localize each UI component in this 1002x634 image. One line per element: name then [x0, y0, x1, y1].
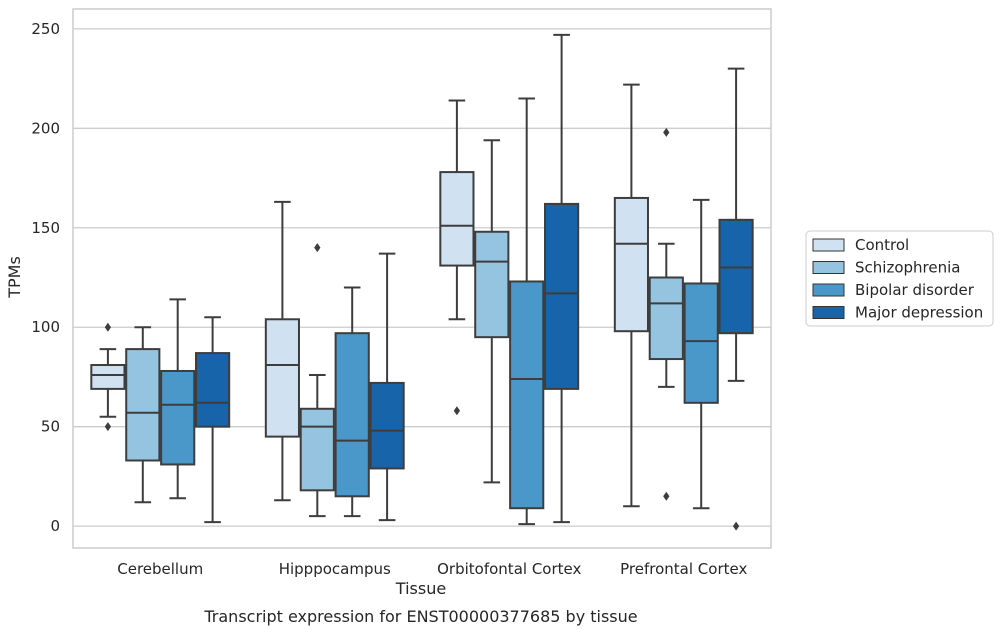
legend: Control Schizophrenia Bipolar disorder Majo… — [805, 230, 994, 327]
legend-label: Major depression — [855, 304, 983, 322]
box-control — [613, 83, 649, 508]
box-iqr — [718, 218, 754, 335]
outlier-point — [732, 521, 740, 531]
x-tick-label: Prefrontal Cortex — [620, 560, 747, 578]
box-iqr — [299, 407, 335, 492]
y-tick-label: 100 — [31, 318, 60, 336]
box-iqr — [369, 381, 405, 470]
chart-caption: Transcript expression for ENST0000037768… — [203, 607, 637, 626]
outlier-point — [314, 243, 321, 253]
box-schizophrenia — [474, 139, 510, 484]
box-bipolar-disorder — [509, 97, 545, 526]
y-axis-ticks: 0 50 100 150 200 250 — [31, 20, 60, 535]
legend-item: Major depression — [812, 304, 983, 322]
box-major-depression — [718, 67, 754, 531]
box-iqr — [474, 230, 510, 339]
legend-swatch — [812, 238, 845, 252]
legend-label: Schizophrenia — [855, 259, 960, 277]
box-plot-marks — [90, 33, 754, 531]
legend-item: Bipolar disorder — [812, 281, 975, 299]
legend-label: Bipolar disorder — [855, 281, 975, 299]
legend-items: Control Schizophrenia Bipolar disorder Majo… — [812, 236, 983, 322]
legend-frame — [805, 230, 994, 327]
x-tick-label: Cerebellum — [117, 560, 203, 578]
box-control — [439, 99, 475, 416]
box-iqr — [509, 280, 545, 510]
plot-frame — [72, 8, 772, 549]
box-iqr — [683, 282, 719, 404]
y-tick-label: 50 — [41, 418, 60, 436]
legend-item: Control — [812, 236, 909, 254]
box-iqr — [90, 364, 126, 390]
box-schizophrenia — [299, 243, 335, 518]
legend-swatch — [812, 261, 845, 274]
y-axis-title: TPMs — [5, 256, 24, 299]
x-axis-title: Tissue — [395, 579, 446, 598]
outlier-point — [104, 422, 112, 432]
box-control — [90, 322, 126, 432]
outlier-point — [663, 491, 670, 501]
y-tick-label: 0 — [50, 517, 60, 535]
y-tick-label: 200 — [31, 119, 60, 137]
y-tick-label: 150 — [31, 219, 60, 237]
box-control — [264, 200, 300, 502]
x-tick-label: Orbitofontal Cortex — [437, 560, 581, 578]
outlier-point — [663, 127, 670, 137]
box-iqr — [334, 332, 370, 498]
box-iqr — [544, 202, 580, 390]
box-major-depression — [369, 252, 405, 522]
box-schizophrenia — [125, 326, 161, 504]
x-tick-label: Hipppocampus — [279, 560, 391, 578]
box-iqr — [439, 171, 475, 267]
legend-swatch — [812, 283, 845, 297]
legend-item: Schizophrenia — [812, 259, 960, 277]
box-iqr — [125, 348, 161, 462]
box-iqr — [160, 369, 196, 466]
x-axis-ticks: Cerebellum Hipppocampus Orbitofontal Corte… — [117, 560, 747, 578]
box-bipolar-disorder — [334, 286, 370, 518]
box-iqr — [648, 276, 684, 361]
box-schizophrenia — [648, 127, 684, 501]
box-iqr — [264, 318, 300, 438]
outlier-point — [104, 322, 112, 332]
outlier-point — [453, 406, 461, 416]
legend-label: Control — [855, 236, 909, 254]
box-iqr — [613, 196, 649, 333]
box-bipolar-disorder — [160, 298, 196, 500]
box-bipolar-disorder — [683, 198, 719, 510]
box-major-depression — [195, 316, 231, 524]
box-iqr — [195, 352, 231, 428]
legend-swatch — [812, 306, 845, 319]
y-tick-label: 250 — [31, 20, 60, 38]
box-major-depression — [544, 33, 580, 524]
